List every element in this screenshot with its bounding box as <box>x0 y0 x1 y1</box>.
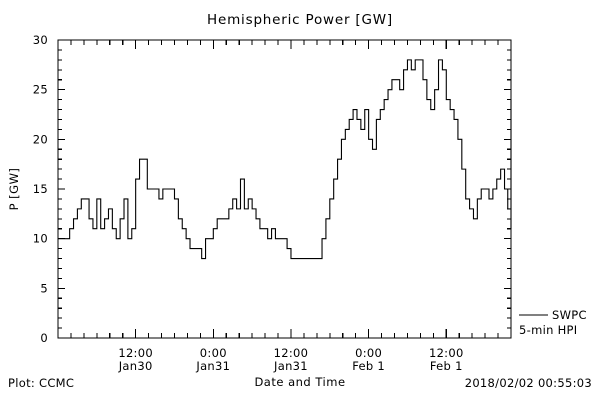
legend-label-line2: 5-min HPI <box>519 323 577 337</box>
x-tick-label-time: 0:00 <box>200 346 227 360</box>
chart-title: Hemispheric Power [GW] <box>207 12 393 28</box>
x-tick-label-date: Feb 1 <box>430 359 463 373</box>
y-axis-title: P [GW] <box>7 168 21 211</box>
x-tick-label-time: 12:00 <box>274 346 309 360</box>
x-tick-label-date: Jan30 <box>118 359 153 373</box>
x-axis-ticks <box>57 40 512 338</box>
x-axis-title: Date and Time <box>254 375 345 389</box>
y-tick-label: 30 <box>33 33 48 47</box>
x-tick-label-date: Jan31 <box>273 359 308 373</box>
y-tick-label: 5 <box>40 281 48 295</box>
legend-label-line1: SWPC <box>552 308 587 322</box>
x-tick-label-time: 0:00 <box>355 346 382 360</box>
y-tick-label: 25 <box>33 83 48 97</box>
y-tick-label: 15 <box>33 182 48 196</box>
data-series-swpc-5min-hpi <box>58 59 512 260</box>
y-tick-label: 0 <box>40 331 48 345</box>
x-tick-label-date: Feb 1 <box>352 359 385 373</box>
x-tick-label-date: Jan31 <box>195 359 230 373</box>
timestamp-label: 2018/02/02 00:55:03 <box>465 376 592 390</box>
plot-credit: Plot: CCMC <box>8 376 74 390</box>
x-tick-label-time: 12:00 <box>429 346 464 360</box>
y-tick-label: 10 <box>33 232 48 246</box>
y-axis-labels: 0 5 10 15 20 25 30 <box>33 33 48 345</box>
y-tick-label: 20 <box>33 132 48 146</box>
x-tick-label-time: 12:00 <box>118 346 153 360</box>
